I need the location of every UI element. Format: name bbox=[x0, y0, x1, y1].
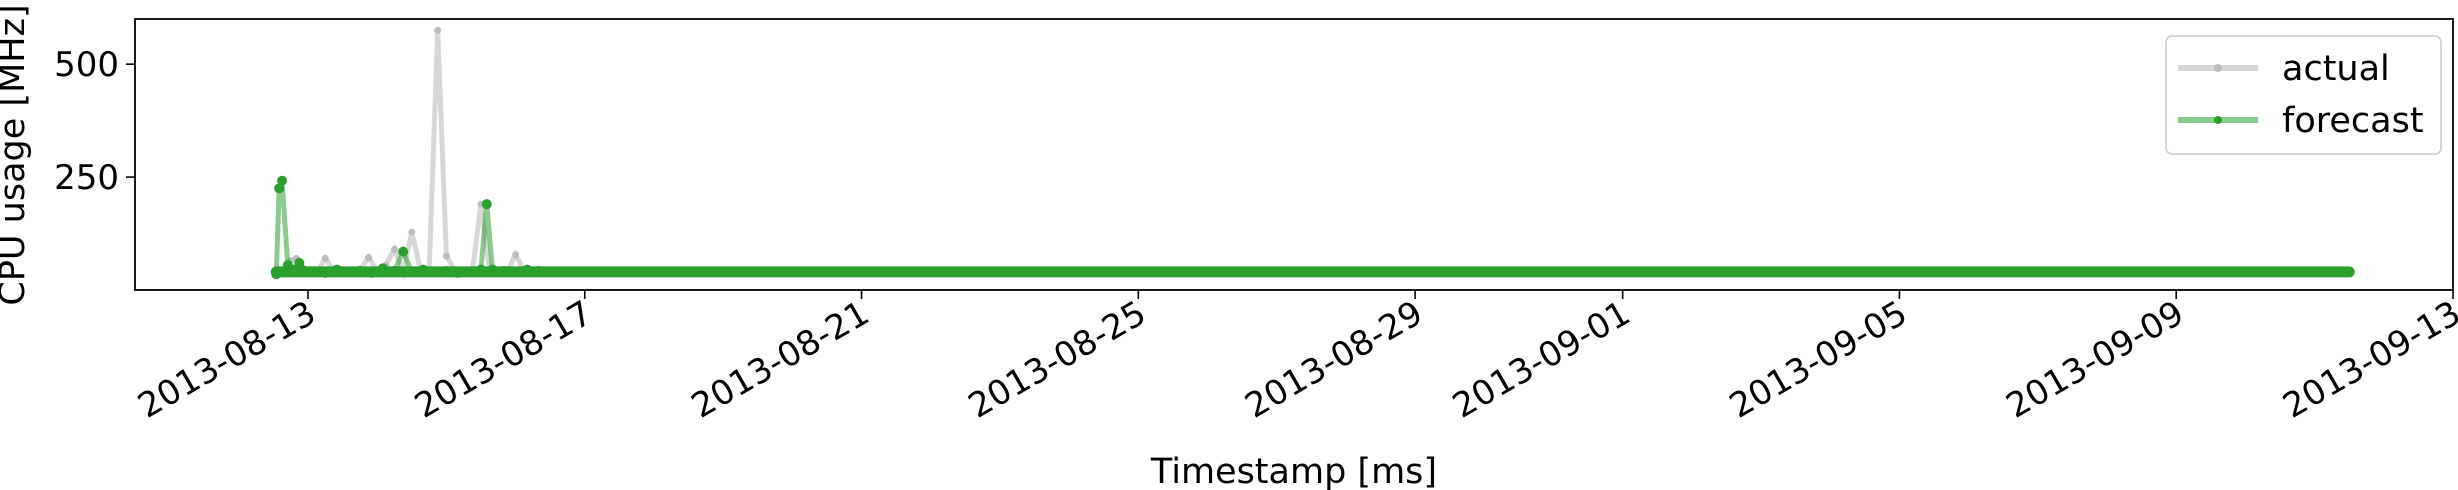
x-tick-label: 2013-08-29 bbox=[1238, 293, 1429, 426]
legend-label-forecast: forecast bbox=[2282, 101, 2424, 141]
series-actual bbox=[272, 26, 537, 281]
axes-frame bbox=[134, 18, 2454, 291]
legend-marker-actual bbox=[2214, 64, 2222, 72]
legend-label-actual: actual bbox=[2282, 49, 2390, 89]
forecast-line bbox=[273, 179, 2350, 276]
forecast-point bbox=[277, 175, 288, 186]
actual-point bbox=[408, 228, 416, 236]
x-tick-label: 2013-09-13 bbox=[2276, 293, 2458, 426]
actual-point bbox=[365, 253, 373, 261]
actual-line bbox=[275, 30, 534, 281]
legend-marker-forecast bbox=[2214, 116, 2222, 124]
legend[interactable]: actual forecast bbox=[2165, 35, 2442, 155]
y-tick-label: 500 bbox=[54, 45, 119, 85]
actual-point bbox=[321, 254, 329, 262]
x-tick-label: 2013-09-05 bbox=[1723, 293, 1914, 426]
forecast-point bbox=[274, 183, 285, 194]
x-axis-label: Timestamp [ms] bbox=[1150, 452, 1437, 490]
series-forecast bbox=[270, 175, 2355, 280]
actual-point bbox=[512, 251, 520, 259]
legend-item-forecast[interactable]: forecast bbox=[2178, 101, 2424, 141]
x-tick-label: 2013-08-25 bbox=[962, 293, 1153, 426]
actual-point bbox=[442, 252, 450, 260]
forecast-point bbox=[294, 257, 305, 268]
y-tick-label: 250 bbox=[54, 158, 119, 198]
x-tick-label: 2013-08-21 bbox=[685, 293, 876, 426]
x-axis-ticks: 2013-08-13 2013-08-17 2013-08-21 2013-08-25… bbox=[131, 290, 2458, 427]
forecast-point bbox=[398, 246, 409, 257]
x-tick-label: 2013-09-09 bbox=[2000, 293, 2191, 426]
x-tick-label: 2013-08-13 bbox=[131, 293, 322, 426]
y-axis-ticks: 250 500 bbox=[54, 45, 135, 198]
actual-point bbox=[434, 26, 442, 34]
actual-point bbox=[390, 245, 398, 253]
legend-item-actual[interactable]: actual bbox=[2178, 49, 2390, 89]
y-axis-label: CPU usage [MHz] bbox=[0, 4, 33, 305]
x-tick-label: 2013-09-01 bbox=[1446, 293, 1637, 426]
forecast-point bbox=[481, 199, 492, 210]
plot-area bbox=[270, 26, 2355, 281]
x-tick-label: 2013-08-17 bbox=[408, 293, 599, 426]
